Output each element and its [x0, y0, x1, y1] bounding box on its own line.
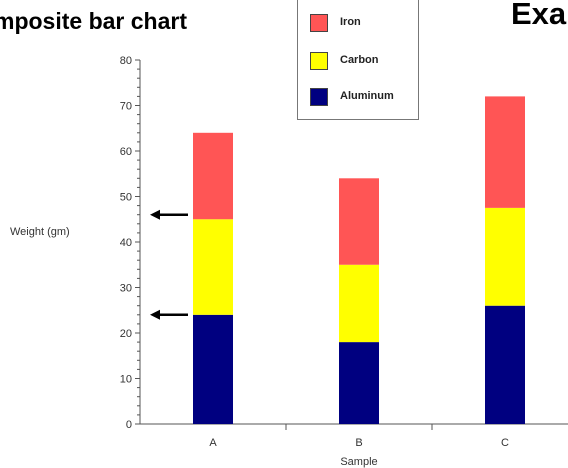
- x-tick-label: B: [355, 437, 362, 449]
- y-axis-label: Weight (gm): [10, 226, 70, 238]
- bar-segment-aluminum-a: [193, 314, 233, 424]
- y-tick-label: 50: [120, 192, 132, 204]
- y-tick-label: 0: [126, 419, 132, 431]
- bar-segment-aluminum-b: [339, 342, 379, 424]
- bar-segment-iron-b: [339, 178, 379, 265]
- legend-label-aluminum: Aluminum: [340, 90, 394, 102]
- x-tick-label: A: [209, 437, 217, 449]
- bar-segment-carbon-a: [193, 219, 233, 315]
- x-tick-label: C: [501, 437, 509, 449]
- y-tick-label: 10: [120, 374, 132, 386]
- bar-segment-iron-c: [485, 96, 525, 208]
- y-tick-label: 80: [120, 55, 132, 67]
- x-axis-label: Sample: [340, 456, 377, 468]
- bar-segment-carbon-b: [339, 264, 379, 343]
- annotation-arrow-head: [150, 209, 160, 220]
- y-tick-label: 40: [120, 237, 132, 249]
- legend-swatch-iron: [310, 14, 328, 32]
- legend: Iron Carbon Aluminum: [297, 0, 419, 120]
- legend-label-carbon: Carbon: [340, 54, 379, 66]
- y-tick-label: 20: [120, 328, 132, 340]
- legend-label-iron: Iron: [340, 16, 361, 28]
- bar-segment-carbon-c: [485, 207, 525, 306]
- heading-right: Exa: [511, 0, 567, 31]
- y-tick-label: 70: [120, 101, 132, 113]
- annotation-arrow-head: [150, 309, 160, 320]
- legend-swatch-aluminum: [310, 88, 328, 106]
- legend-swatch-carbon: [310, 52, 328, 70]
- y-tick-label: 60: [120, 146, 132, 158]
- bar-segment-aluminum-c: [485, 305, 525, 424]
- y-tick-label: 30: [120, 283, 132, 295]
- heading-left: mposite bar chart: [0, 8, 187, 34]
- bar-segment-iron-a: [193, 132, 233, 220]
